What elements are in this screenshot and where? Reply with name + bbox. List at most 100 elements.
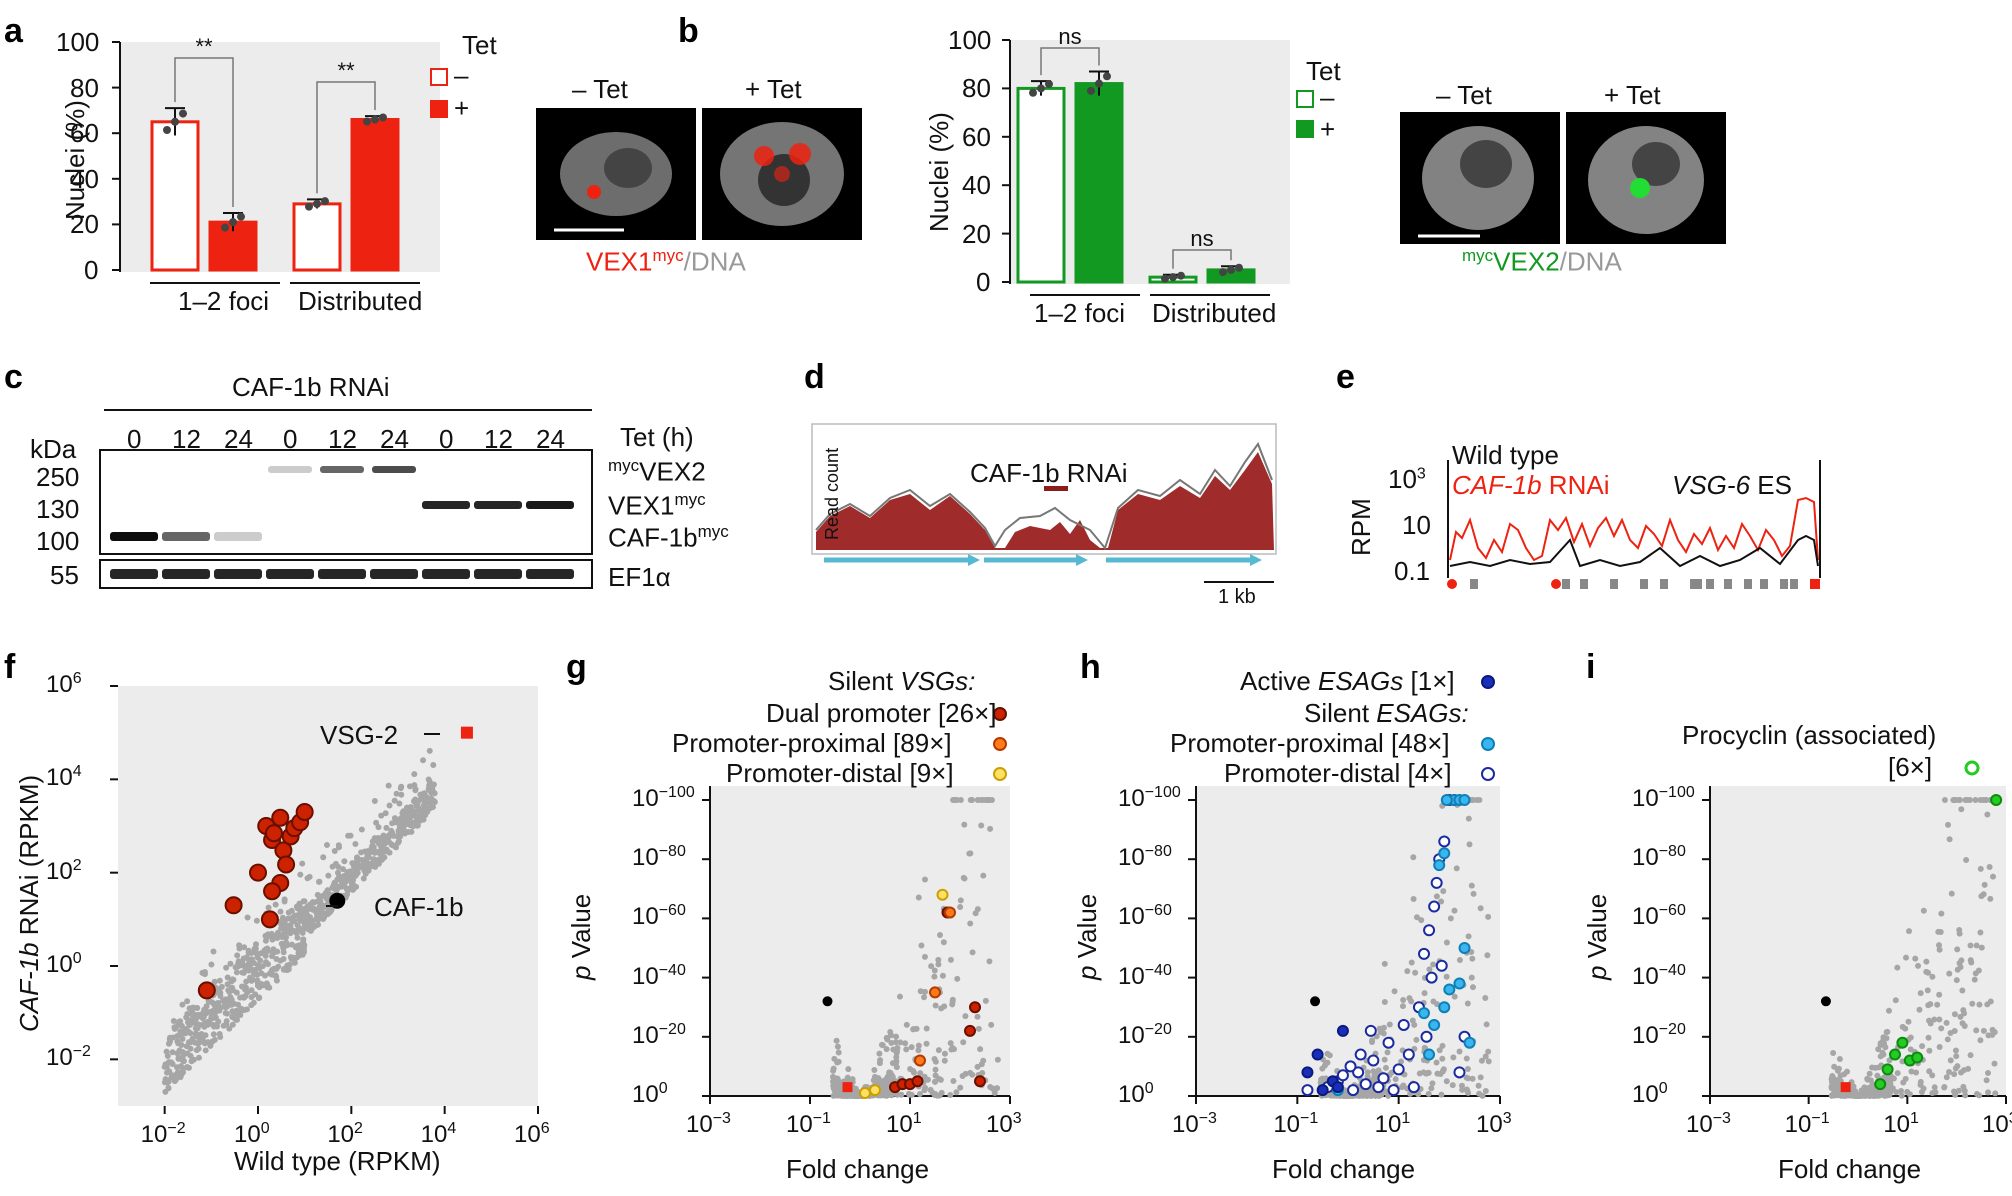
- gene-point: [861, 1091, 868, 1098]
- gene-point: [1839, 1087, 1846, 1094]
- gene-point: [1342, 1090, 1349, 1097]
- gene-point: [844, 1091, 851, 1098]
- gene-point: [191, 1011, 198, 1018]
- gene-point: [1850, 1083, 1857, 1090]
- gene-point: [358, 862, 365, 869]
- gene-point: [849, 1092, 856, 1099]
- gene-point: [269, 971, 276, 978]
- gene-point: [397, 824, 404, 831]
- gene-point: [1886, 1088, 1893, 1095]
- gene-point: [1865, 1088, 1872, 1095]
- lane-label: 0: [439, 424, 454, 454]
- gene-point: [853, 1092, 860, 1099]
- gene-point: [1841, 1089, 1848, 1096]
- gene-point: [280, 955, 287, 962]
- gene-point: [1374, 1085, 1381, 1092]
- gene-point: [854, 1092, 861, 1099]
- gene-point: [1884, 1084, 1891, 1091]
- gene-point: [838, 1083, 845, 1090]
- gene-point: [301, 924, 308, 931]
- gene-point: [1839, 1085, 1846, 1092]
- gene-point: [242, 984, 249, 991]
- vsg-point: [263, 831, 282, 850]
- gene-point: [854, 1092, 861, 1099]
- gene-point: [204, 1019, 211, 1026]
- silent-proximal-point: [1440, 794, 1453, 806]
- gene-point: [1355, 1090, 1362, 1097]
- gene-point: [378, 836, 385, 843]
- gene-point: [1885, 1007, 1892, 1014]
- gene-point: [1360, 1086, 1367, 1093]
- gene-point: [1936, 1016, 1943, 1023]
- gene-point: [836, 1082, 843, 1089]
- gene-point: [425, 776, 432, 783]
- gene-point: [1324, 1059, 1331, 1066]
- gene-point: [880, 1080, 887, 1087]
- gene-point: [356, 864, 363, 871]
- silent-distal-point: [1364, 1024, 1377, 1037]
- gene-point: [1400, 996, 1407, 1003]
- gene-point: [172, 1071, 179, 1078]
- gene-point: [1858, 1091, 1865, 1098]
- gene-point: [1853, 1092, 1860, 1099]
- gene-point: [982, 1077, 989, 1084]
- gene-point: [1323, 1086, 1330, 1093]
- gene-point: [214, 1000, 221, 1007]
- gene-point: [430, 761, 437, 768]
- gene-point: [865, 1092, 872, 1099]
- gene-point: [1321, 1062, 1328, 1069]
- gene-point: [1422, 1045, 1429, 1052]
- gene-point: [188, 1017, 195, 1024]
- replicate-point: [1095, 79, 1103, 88]
- gene-point: [1363, 1083, 1370, 1090]
- gene-point: [228, 996, 235, 1003]
- gene-point: [910, 1067, 917, 1074]
- panel-e-wildtype-line: [1449, 534, 1819, 568]
- gene-point: [1335, 1090, 1342, 1097]
- vsg-point: [197, 981, 216, 1000]
- gene-point: [1871, 1088, 1878, 1095]
- silent-distal-point: [1412, 1001, 1425, 1014]
- gene-point: [1329, 1090, 1336, 1097]
- gene-point: [237, 994, 244, 1001]
- gene-point: [1869, 1084, 1876, 1091]
- gene-point: [869, 1089, 876, 1096]
- panel-b-ylabel: Nuclei (%): [924, 112, 954, 232]
- gene-point: [886, 1091, 893, 1098]
- gene-point: [1840, 1090, 1847, 1097]
- gene-point: [1874, 1072, 1881, 1079]
- gene-point: [326, 892, 333, 899]
- gene-point: [851, 1091, 858, 1098]
- gene-point: [1324, 1088, 1331, 1095]
- gene-point: [212, 1010, 219, 1017]
- gene-point: [875, 1081, 882, 1088]
- gene-point: [1342, 1092, 1349, 1099]
- gene-point: [994, 1056, 1001, 1063]
- gene-point: [343, 886, 350, 893]
- gene-point: [1358, 1092, 1365, 1099]
- gene-point: [896, 993, 903, 1000]
- gene-point: [1330, 1083, 1337, 1090]
- gene-point: [1886, 1084, 1893, 1091]
- gene-point: [1853, 1092, 1860, 1099]
- gene-point: [1980, 891, 1987, 898]
- gene-point: [248, 1002, 255, 1009]
- gene-point: [1881, 1081, 1888, 1088]
- gene-point: [1850, 1092, 1857, 1099]
- gene-point: [403, 808, 410, 815]
- gene-point: [280, 949, 287, 956]
- gene-point: [337, 883, 344, 890]
- gene-point: [192, 1019, 199, 1026]
- lane-label: 24: [380, 424, 409, 454]
- gene-point: [421, 802, 428, 809]
- panel-f-xlabel: Wild type (RPKM): [234, 1146, 441, 1176]
- gene-point: [317, 897, 324, 904]
- gene-point: [1885, 1073, 1892, 1080]
- gene-point: [857, 1092, 864, 1099]
- gene-point: [203, 1009, 210, 1016]
- gene-point: [1867, 1086, 1874, 1093]
- gene-point: [1855, 1092, 1862, 1099]
- gene-point: [871, 1066, 878, 1073]
- gene-point: [1880, 1084, 1887, 1091]
- gene-point: [949, 1001, 956, 1008]
